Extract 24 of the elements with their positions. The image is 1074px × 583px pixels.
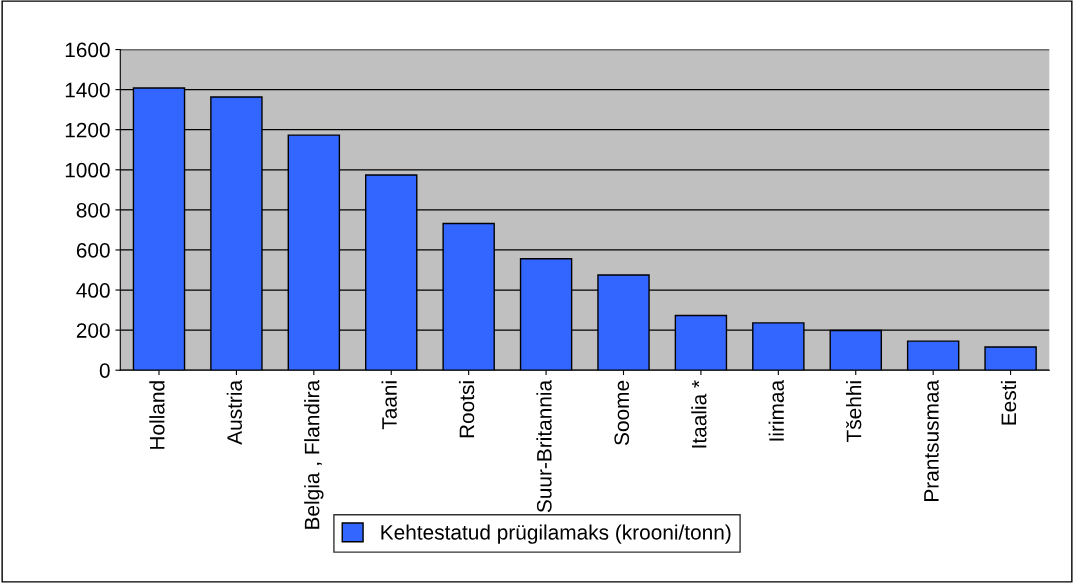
x-tick-label: Tšehhi xyxy=(845,381,862,442)
x-tick-label: Soome xyxy=(614,380,630,445)
y-tick-label: 1000 xyxy=(65,162,110,178)
y-tick-label: 400 xyxy=(76,283,110,298)
y-tick-label: 800 xyxy=(76,202,110,218)
x-tick-label: Prantsusmaa xyxy=(924,379,939,501)
legend-label: Kehtestatud prügilamaks (krooni/tonn) xyxy=(381,524,731,544)
y-tick-label: 1400 xyxy=(65,82,110,98)
x-tick-label: Suur-Britannia xyxy=(536,379,552,513)
x-tick-label: Iirimaa xyxy=(768,379,784,441)
x-tick-label: Itaalia * xyxy=(691,380,707,448)
x-tick-label: Belgia , Flandira xyxy=(304,379,324,529)
y-tick-label: 200 xyxy=(76,323,110,338)
x-tick-label: Taani xyxy=(381,381,397,430)
y-tick-label: 1600 xyxy=(65,42,110,58)
y-tick-label: 1200 xyxy=(65,122,110,138)
x-tick-label: Rootsi xyxy=(458,381,475,438)
bar xyxy=(984,346,1037,371)
x-tick-label: Holland xyxy=(149,381,165,449)
bar xyxy=(906,340,960,371)
y-tick-label: 0 xyxy=(99,363,110,378)
x-tick-label: Austria xyxy=(226,379,243,445)
x-tick-label: Eesti xyxy=(1000,381,1017,425)
y-tick-label: 600 xyxy=(76,242,110,258)
